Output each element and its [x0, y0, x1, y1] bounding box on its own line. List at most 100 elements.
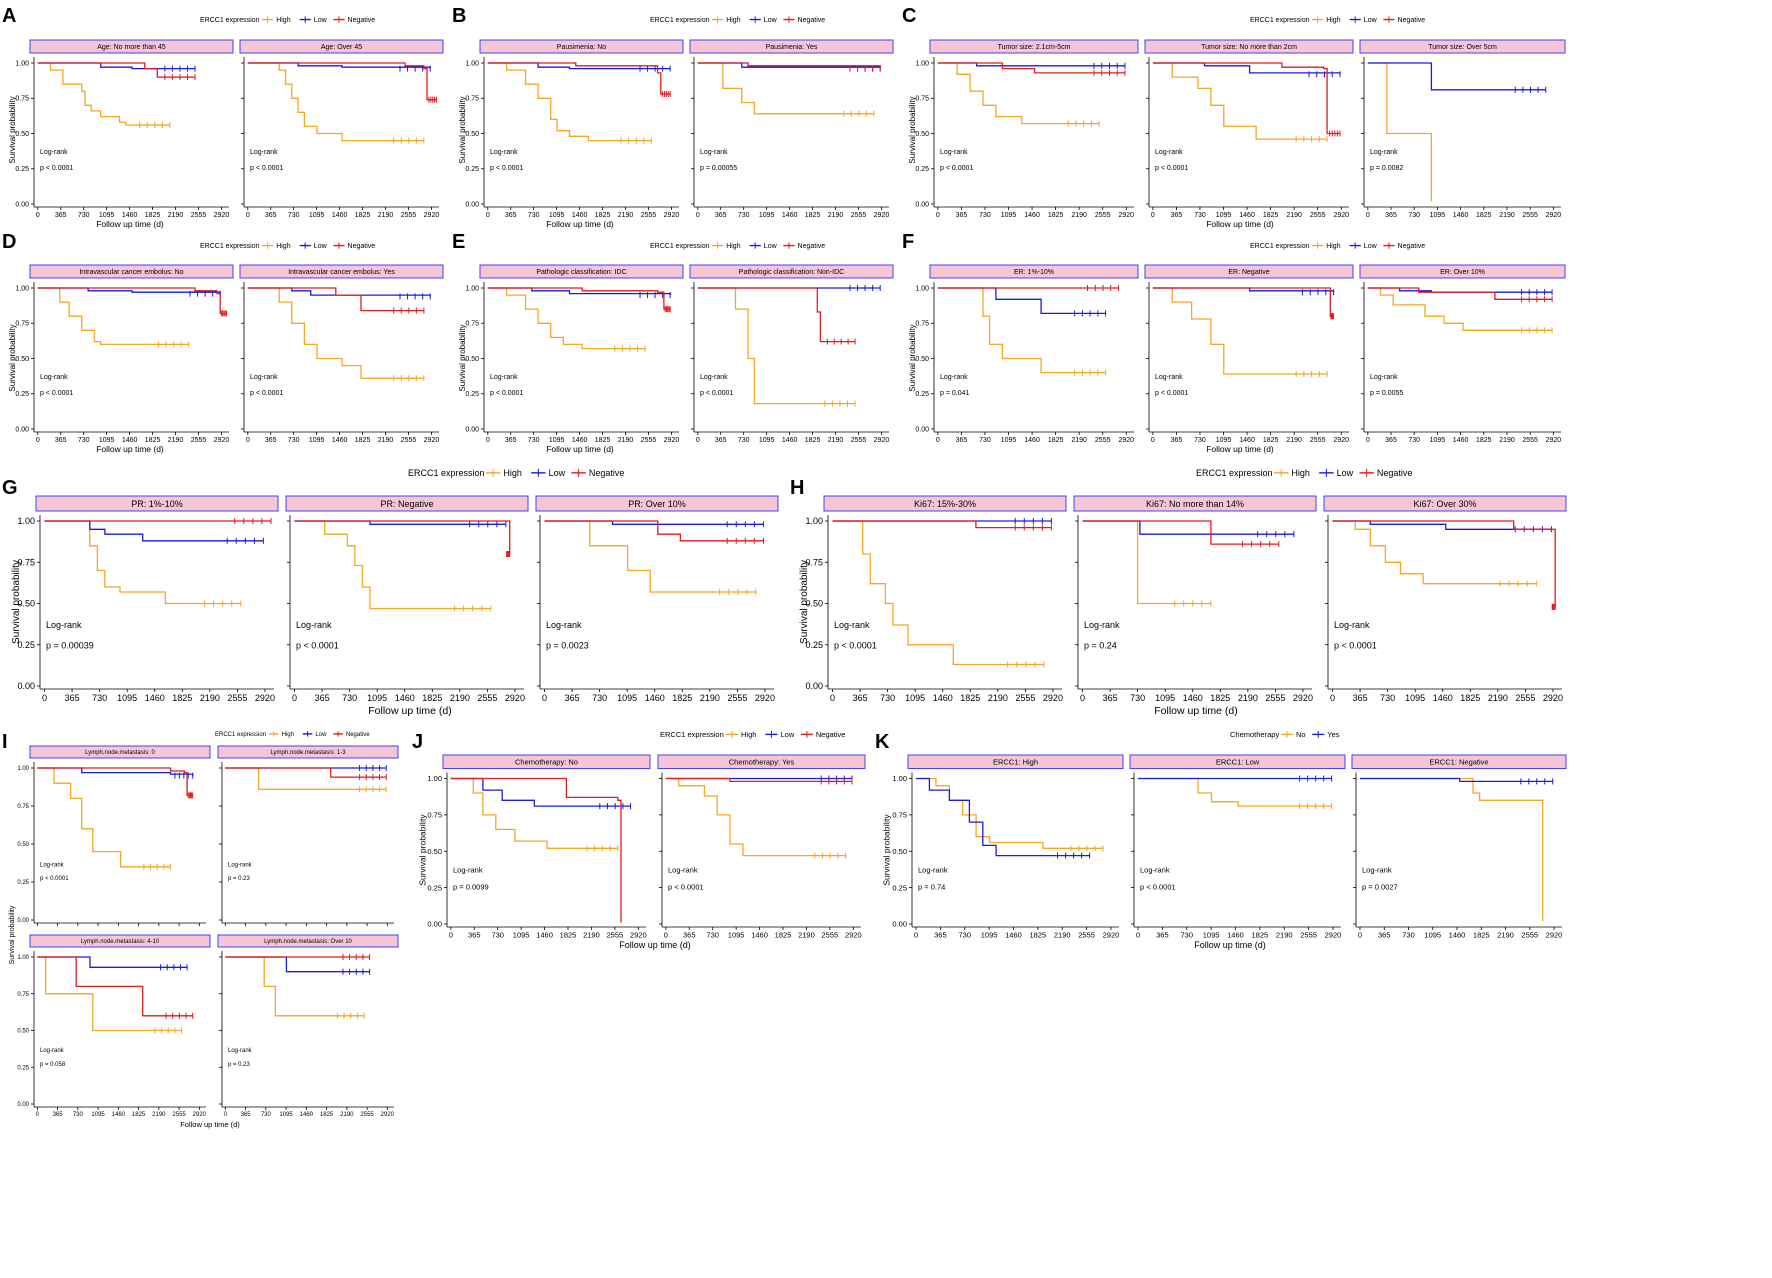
logrank-label: Log-rank: [250, 149, 278, 156]
x-tick-label: 2555: [401, 212, 417, 219]
x-tick-label: 365: [265, 212, 277, 219]
y-axis-label: Survival probability: [882, 814, 892, 886]
km-curve-low: [1082, 520, 1294, 535]
y-tick-label: 0.75: [17, 557, 35, 567]
legend-label-high: High: [503, 468, 522, 478]
p-value: p = 0.24: [1084, 641, 1117, 651]
x-tick-label: 730: [73, 1112, 84, 1118]
km-curve-high: [225, 956, 364, 1017]
x-tick-label: 2190: [450, 693, 470, 703]
logrank-label: Log-rank: [546, 620, 582, 630]
panel: Lymph.node.metastasis: 4-10 0.00 0.25 0.50 0…: [17, 934, 211, 1118]
x-tick-label: 1095: [1216, 212, 1232, 219]
panel-letter: J: [412, 731, 423, 753]
y-tick-label: 0.25: [17, 640, 35, 650]
y-axis-label: Survival probability: [458, 96, 467, 163]
x-tick-label: 365: [715, 212, 727, 219]
x-tick-label: 2190: [340, 1112, 354, 1118]
p-value: p < 0.0001: [1155, 390, 1188, 397]
y-tick-label: 0.25: [915, 166, 929, 173]
p-value: p < 0.0001: [250, 390, 283, 397]
x-tick-label: 2920: [505, 693, 525, 703]
strip-label: ERCC1: High: [993, 758, 1038, 767]
strip-header: [35, 495, 279, 512]
legend-label-negative: Negative: [798, 243, 826, 250]
legend-label-low: Low: [1364, 243, 1378, 250]
panel: ER: Over 10% 0 365 730 1095 1460 1825 2190 2555 2…: [1359, 264, 1566, 444]
km-curve-yes: [1360, 777, 1553, 783]
strip-header: [239, 264, 444, 279]
x-tick-label: 730: [1180, 931, 1193, 940]
logrank-label: Log-rank: [1334, 620, 1370, 630]
strip-header: [929, 39, 1139, 54]
x-tick-label: 0: [486, 437, 490, 444]
km-curve-negative: [1082, 520, 1279, 545]
x-tick-label: 1460: [122, 212, 138, 219]
panel-letter: G: [2, 477, 18, 499]
km-curve-high: [487, 62, 652, 142]
x-tick-label: 2920: [1293, 693, 1313, 703]
legend-title: ERCC1 expression: [1250, 17, 1310, 24]
x-tick-label: 1095: [549, 437, 565, 444]
x-tick-label: 2555: [1078, 931, 1095, 940]
x-tick-label: 2190: [618, 212, 634, 219]
panel-letter: A: [2, 5, 16, 27]
x-tick-label: 1825: [1048, 212, 1064, 219]
logrank-label: Log-rank: [668, 865, 698, 874]
logrank-label: Log-rank: [490, 374, 518, 381]
legend-label-high: High: [726, 17, 741, 24]
strip-label: Pathologic classification: Non-IDC: [739, 269, 844, 276]
x-tick-label: 365: [683, 931, 696, 940]
strip-header: [657, 754, 866, 769]
x-tick-label: 2920: [755, 693, 775, 703]
x-tick-label: 1460: [332, 437, 348, 444]
x-tick-label: 0: [542, 693, 547, 703]
strip-header: [1323, 495, 1567, 512]
legend-label-high: High: [726, 243, 741, 250]
p-value: p < 0.0001: [490, 165, 523, 172]
x-tick-label: 1825: [1473, 931, 1490, 940]
km-curve-no: [916, 777, 1103, 849]
x-tick-label: 365: [565, 693, 580, 703]
legend-label-negative: Negative: [348, 17, 376, 24]
km-curve-high: [665, 777, 846, 857]
km-curve-high: [697, 287, 855, 405]
figure-f: F ERCC1 expression High Low Negative Survival…: [902, 231, 1566, 454]
x-tick-label: 2190: [168, 437, 184, 444]
x-tick-label: 1095: [759, 212, 775, 219]
x-tick-label: 365: [1103, 693, 1118, 703]
x-tick-label: 1460: [1239, 437, 1255, 444]
x-tick-label: 1825: [320, 1112, 334, 1118]
x-tick-label: 2555: [401, 437, 417, 444]
x-tick-label: 2190: [378, 212, 394, 219]
x-axis-label: Follow up time (d): [619, 940, 691, 950]
legend-label-low: Low: [315, 732, 327, 738]
x-tick-label: 1460: [1024, 437, 1040, 444]
x-tick-label: 2920: [1333, 212, 1349, 219]
km-curve-negative: [450, 777, 622, 923]
p-value: p < 0.0001: [1155, 165, 1188, 172]
km-curve-high: [1367, 62, 1433, 202]
km-curve-high: [487, 287, 645, 350]
x-tick-label: 2190: [1238, 693, 1258, 703]
legend-title: ERCC1 expression: [215, 732, 266, 738]
x-tick-label: 0: [936, 212, 940, 219]
legend: ERCC1 expression High Low Negative: [650, 242, 825, 250]
x-tick-label: 2555: [822, 931, 839, 940]
x-tick-label: 2920: [1546, 437, 1562, 444]
logrank-label: Log-rank: [1362, 865, 1392, 874]
x-tick-label: 1460: [751, 931, 768, 940]
legend-label-low: Low: [764, 17, 778, 24]
x-tick-label: 365: [265, 437, 277, 444]
x-tick-label: 2190: [798, 931, 815, 940]
x-tick-label: 365: [715, 437, 727, 444]
panel-letter: C: [902, 5, 916, 27]
strip-label: Ki67: 15%-30%: [914, 499, 976, 509]
x-tick-label: 2190: [700, 693, 720, 703]
panel: Pausimenia: No 0.00 0.25 0.50 0.75 1.00 0 365 73…: [465, 39, 684, 219]
x-tick-label: 1460: [1005, 931, 1022, 940]
y-tick-label: 1.00: [427, 774, 442, 783]
strip-header: [1351, 754, 1567, 769]
strip-label: ER: Over 10%: [1440, 269, 1485, 276]
y-tick-label: 0.75: [805, 557, 823, 567]
